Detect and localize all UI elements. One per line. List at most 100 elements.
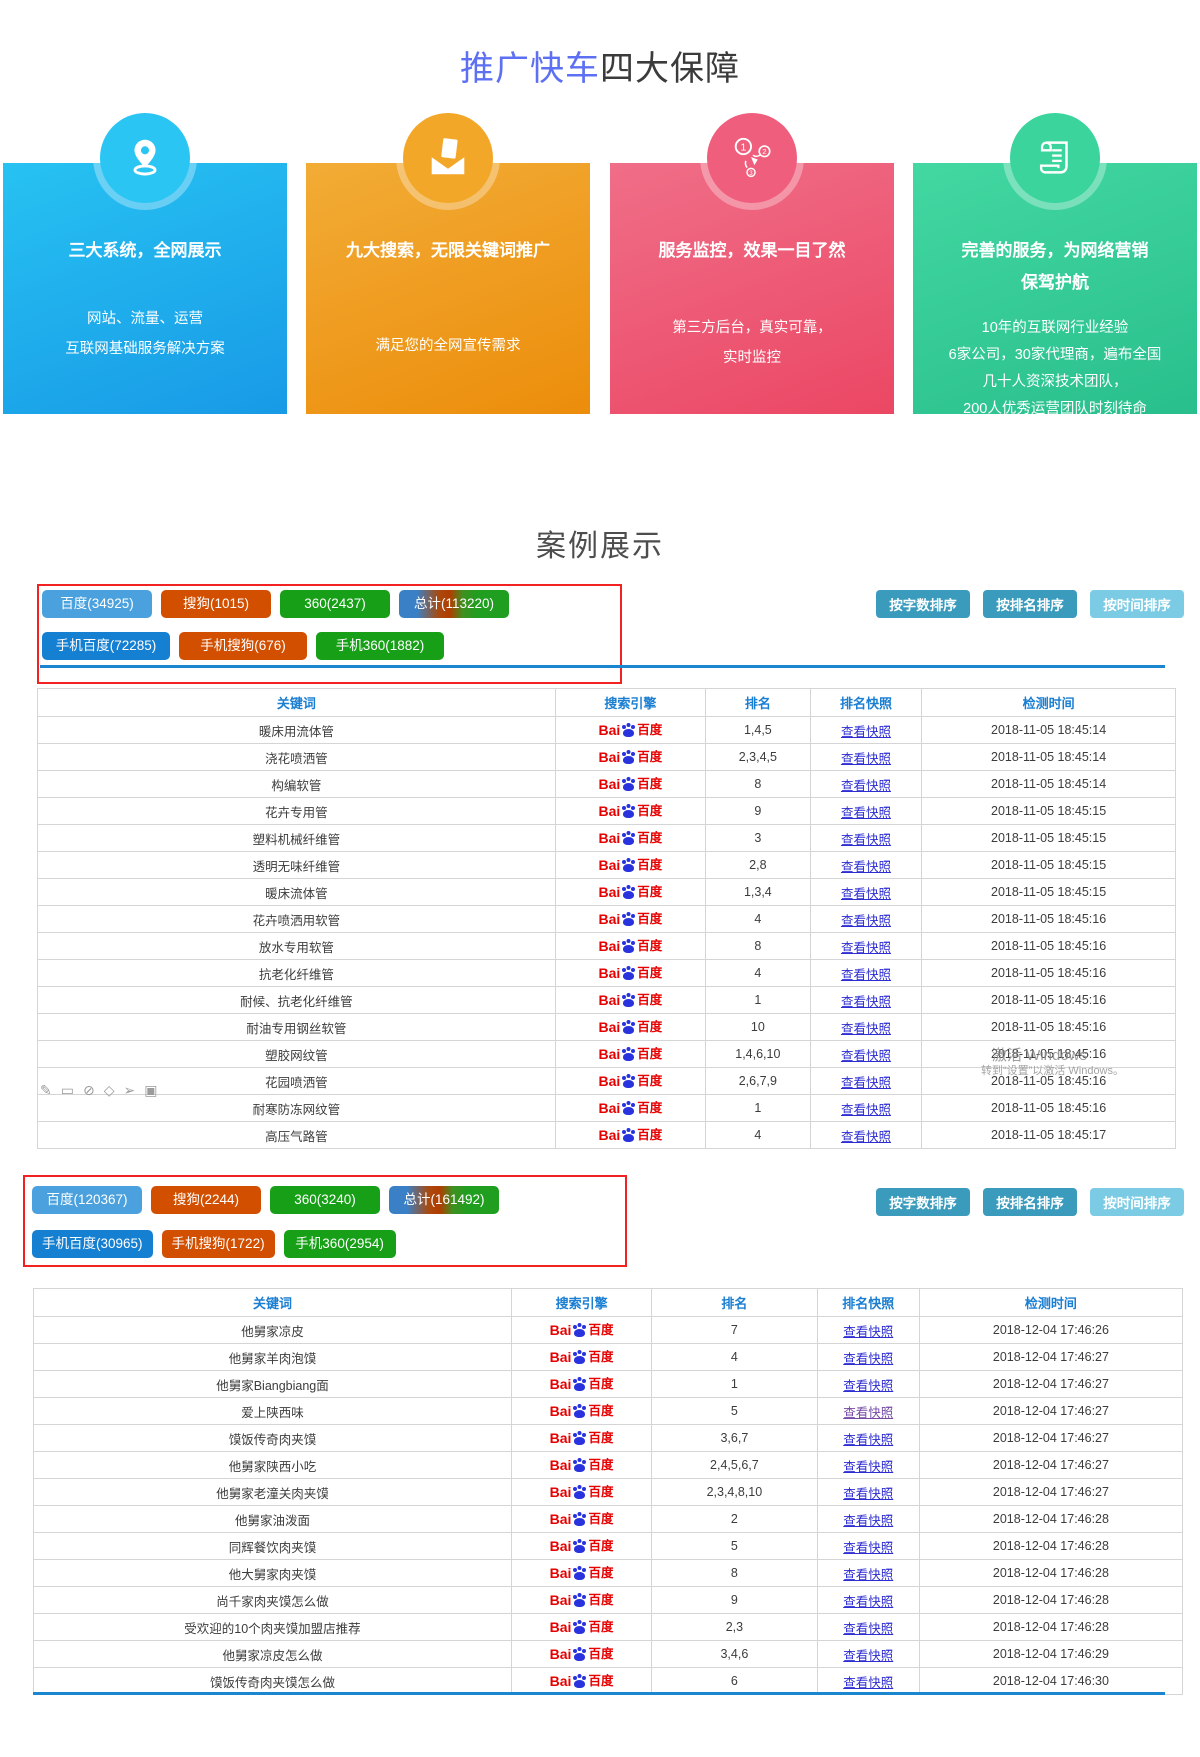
- sort-button[interactable]: 按字数排序: [876, 1188, 970, 1216]
- baidu-logo: Bai 百度: [598, 831, 662, 846]
- view-snapshot-link[interactable]: 查看快照: [840, 1129, 891, 1144]
- view-snapshot-link[interactable]: 查看快照: [840, 1048, 891, 1063]
- view-snapshot-link[interactable]: 查看快照: [843, 1594, 894, 1609]
- check-time-cell: 2018-12-04 17:46:27: [918, 1451, 1184, 1479]
- check-time-cell: 2018-11-05 18:45:16: [921, 1094, 1176, 1122]
- view-snapshot-link[interactable]: 查看快照: [840, 778, 891, 793]
- view-snapshot-link[interactable]: 查看快照: [840, 913, 891, 928]
- baidu-logo-zh: 百度: [637, 857, 663, 872]
- view-snapshot-link[interactable]: 查看快照: [843, 1459, 894, 1474]
- stat-button[interactable]: 百度(34925): [42, 590, 152, 618]
- baidu-paw-icon: [621, 885, 636, 900]
- baidu-logo-text: Bai: [549, 1646, 572, 1663]
- view-snapshot-link[interactable]: 查看快照: [840, 1021, 891, 1036]
- baidu-logo-zh: 百度: [637, 992, 663, 1007]
- table-row: 馍饭传奇肉夹馍怎么做 Bai 百度 6 查看快照 2018-12-04 17:46…: [33, 1667, 1184, 1695]
- col-time: 检测时间: [918, 1288, 1184, 1317]
- snapshot-cell: 查看快照: [816, 1559, 920, 1587]
- baidu-logo-zh: 百度: [637, 776, 663, 791]
- view-snapshot-link[interactable]: 查看快照: [840, 859, 891, 874]
- view-snapshot-link[interactable]: 查看快照: [843, 1621, 894, 1636]
- annotation-tool-icon[interactable]: ▣: [144, 1082, 158, 1098]
- annotation-tool-icon[interactable]: ➢: [123, 1082, 136, 1098]
- search-engine-cell: Bai 百度: [554, 1121, 707, 1149]
- card-text-line: 第三方后台，真实可靠，: [672, 320, 832, 336]
- view-snapshot-link[interactable]: 查看快照: [843, 1567, 894, 1582]
- view-snapshot-link[interactable]: 查看快照: [843, 1513, 894, 1528]
- sort-button[interactable]: 按字数排序: [876, 590, 970, 618]
- view-snapshot-link[interactable]: 查看快照: [840, 886, 891, 901]
- view-snapshot-link[interactable]: 查看快照: [840, 940, 891, 955]
- view-snapshot-link[interactable]: 查看快照: [840, 1102, 891, 1117]
- stat-button[interactable]: 搜狗(2244): [151, 1186, 261, 1214]
- baidu-logo-zh: 百度: [588, 1538, 614, 1553]
- card-body: 第三方后台，真实可靠， 实时监控: [610, 313, 894, 373]
- stat-button[interactable]: 360(2437): [280, 590, 390, 618]
- sort-button[interactable]: 按时间排序: [1090, 590, 1184, 618]
- annotation-tool-icon[interactable]: ▭: [60, 1082, 74, 1098]
- view-snapshot-link[interactable]: 查看快照: [843, 1351, 894, 1366]
- search-engine-cell: Bai 百度: [554, 932, 707, 960]
- baidu-logo-zh: 百度: [588, 1430, 614, 1445]
- location-pin-icon: [122, 135, 168, 181]
- snapshot-cell: 查看快照: [809, 932, 923, 960]
- stat-button[interactable]: 360(3240): [270, 1186, 380, 1214]
- baidu-logo-text: Bai: [549, 1349, 572, 1366]
- snapshot-cell: 查看快照: [816, 1505, 920, 1533]
- keyword-cell: 构编软管: [37, 770, 556, 798]
- keyword-cell: 他舅家Biangbiang面: [33, 1370, 512, 1398]
- table-row: 浇花喷洒管 Bai 百度 2,3,4,5 查看快照 2018-11-05 18:4…: [37, 743, 1176, 771]
- view-snapshot-link[interactable]: 查看快照: [840, 967, 891, 982]
- baidu-logo-text: Bai: [549, 1484, 572, 1501]
- view-snapshot-link[interactable]: 查看快照: [843, 1324, 894, 1339]
- sort-button[interactable]: 按排名排序: [983, 1188, 1077, 1216]
- view-snapshot-link[interactable]: 查看快照: [843, 1675, 894, 1690]
- keyword-cell: 他舅家羊肉泡馍: [33, 1343, 512, 1371]
- rank-cell: 2,3,4,5: [705, 743, 811, 771]
- baidu-logo-text: Bai: [549, 1673, 572, 1690]
- baidu-paw-icon: [572, 1431, 587, 1446]
- card-body: 网站、流量、运营 互联网基础服务解决方案: [3, 304, 287, 364]
- baidu-paw-icon: [621, 1074, 636, 1089]
- view-snapshot-link[interactable]: 查看快照: [843, 1405, 894, 1420]
- view-snapshot-link[interactable]: 查看快照: [840, 994, 891, 1009]
- baidu-logo: Bai 百度: [598, 858, 662, 873]
- baidu-logo-text: Bai: [598, 776, 621, 793]
- page-title-rest: 四大保障: [600, 49, 740, 88]
- stat-button[interactable]: 手机搜狗(1722): [161, 1230, 275, 1258]
- check-time-cell: 2018-11-05 18:45:15: [921, 878, 1176, 906]
- baidu-logo-zh: 百度: [637, 1100, 663, 1115]
- view-snapshot-link[interactable]: 查看快照: [843, 1648, 894, 1663]
- stat-button[interactable]: 百度(120367): [32, 1186, 142, 1214]
- annotation-tool-icon[interactable]: ✎: [40, 1082, 52, 1098]
- stat-button[interactable]: 手机搜狗(676): [179, 632, 307, 660]
- baidu-logo-text: Bai: [549, 1430, 572, 1447]
- view-snapshot-link[interactable]: 查看快照: [840, 724, 891, 739]
- check-time-cell: 2018-12-04 17:46:27: [918, 1397, 1184, 1425]
- stat-button[interactable]: 手机360(1882): [316, 632, 444, 660]
- baidu-logo: Bai 百度: [550, 1458, 614, 1473]
- view-snapshot-link[interactable]: 查看快照: [843, 1432, 894, 1447]
- stat-button[interactable]: 手机360(2954): [283, 1230, 396, 1258]
- stat-button[interactable]: 手机百度(72285): [42, 632, 170, 660]
- rank-cell: 2,3,4,8,10: [651, 1478, 818, 1506]
- view-snapshot-link[interactable]: 查看快照: [843, 1540, 894, 1555]
- view-snapshot-link[interactable]: 查看快照: [840, 832, 891, 847]
- view-snapshot-link[interactable]: 查看快照: [843, 1378, 894, 1393]
- view-snapshot-link[interactable]: 查看快照: [840, 805, 891, 820]
- view-snapshot-link[interactable]: 查看快照: [840, 751, 891, 766]
- sort-button[interactable]: 按时间排序: [1090, 1188, 1184, 1216]
- view-snapshot-link[interactable]: 查看快照: [843, 1486, 894, 1501]
- sort-button[interactable]: 按排名排序: [983, 590, 1077, 618]
- stat-button[interactable]: 手机百度(30965): [32, 1230, 153, 1258]
- stat-button[interactable]: 搜狗(1015): [161, 590, 271, 618]
- baidu-logo: Bai 百度: [598, 966, 662, 981]
- baidu-logo: Bai 百度: [550, 1377, 614, 1392]
- check-time-cell: 2018-11-05 18:45:15: [921, 797, 1176, 825]
- annotation-tool-icon[interactable]: ⊘: [82, 1082, 95, 1098]
- stat-button[interactable]: 总计(113220): [399, 590, 509, 618]
- annotation-tool-icon[interactable]: ◇: [103, 1082, 115, 1098]
- baidu-logo-text: Bai: [598, 1100, 621, 1117]
- view-snapshot-link[interactable]: 查看快照: [840, 1075, 891, 1090]
- stat-button[interactable]: 总计(161492): [389, 1186, 499, 1214]
